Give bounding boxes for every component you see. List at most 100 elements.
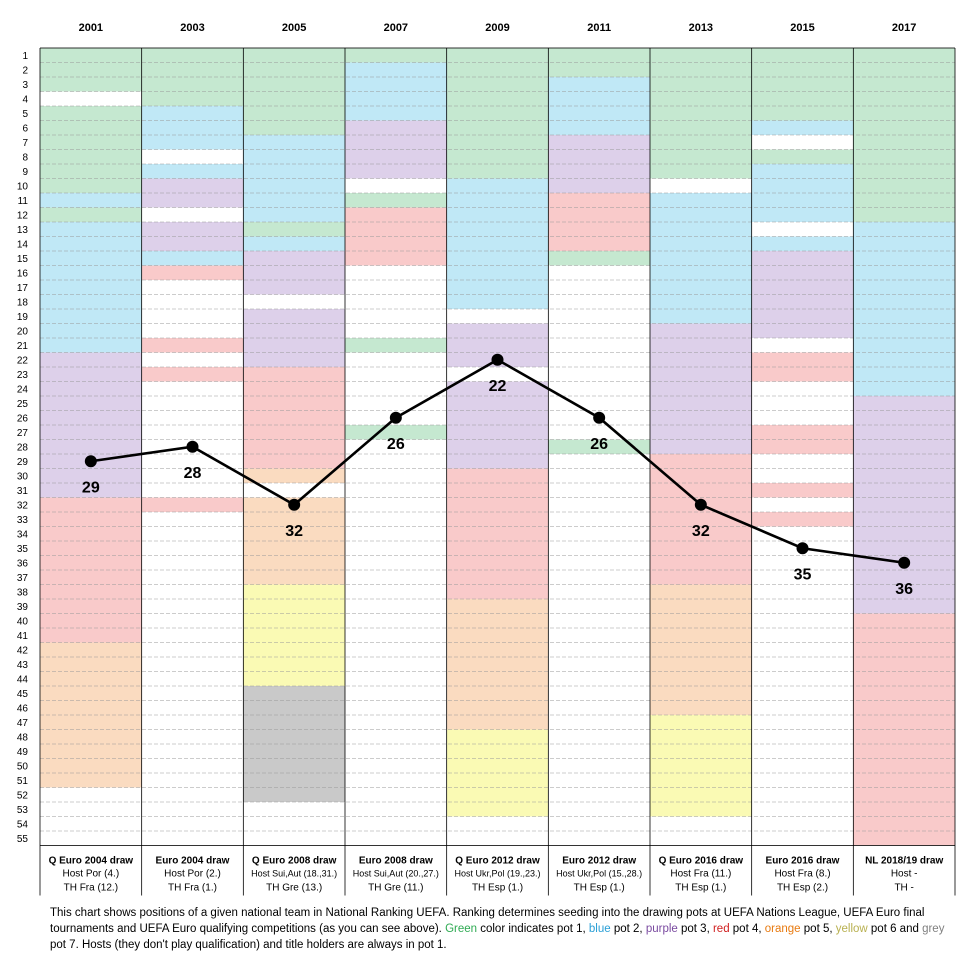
rank-tick-label: 11	[18, 196, 29, 207]
rank-tick-label: 38	[17, 587, 29, 598]
column-caption-title: Euro 2008 draw	[359, 856, 433, 867]
rank-tick-label: 14	[17, 239, 29, 250]
column-caption-title: Euro 2012 draw	[562, 856, 636, 867]
column-caption-title-holder: TH Fra (1.)	[168, 883, 217, 894]
pot-band	[751, 48, 854, 121]
column-caption-title-holder: TH Gre (13.)	[266, 883, 322, 894]
data-point-label: 26	[387, 436, 405, 453]
pot-band	[345, 178, 447, 193]
year-header: 2013	[689, 22, 713, 34]
rank-tick-label: 42	[17, 645, 29, 656]
rank-tick-label: 1	[22, 51, 28, 62]
pot-band	[650, 584, 752, 715]
rank-tick-label: 25	[17, 399, 29, 410]
pot-band	[141, 338, 244, 353]
pot-band	[345, 48, 447, 63]
caption-purple-word: purple	[645, 923, 678, 935]
caption-green-word: Green	[445, 923, 478, 935]
pot-band	[650, 178, 752, 193]
rank-tick-label: 2	[22, 65, 28, 76]
pot-band	[446, 599, 549, 730]
pot-band	[141, 265, 244, 280]
rank-tick-label: 51	[17, 776, 29, 787]
data-point-label: 28	[184, 465, 202, 482]
pot-band	[243, 483, 345, 498]
rank-tick-label: 49	[17, 747, 29, 758]
rank-tick-label: 40	[17, 616, 29, 627]
pot-band	[548, 439, 650, 454]
rank-tick-label: 34	[17, 529, 29, 540]
rank-tick-label: 17	[17, 283, 29, 294]
rank-tick-label: 5	[22, 109, 28, 120]
pot-band	[40, 222, 142, 353]
pot-band	[141, 149, 244, 164]
pot-band	[751, 497, 854, 512]
column-caption-host: Host Ukr,Pol (19.,23.)	[454, 869, 540, 879]
caption-grey-word: grey	[922, 923, 945, 935]
caption-text-7: pot 6 and	[867, 923, 923, 935]
rank-tick-label: 36	[17, 558, 29, 569]
pot-band	[40, 207, 142, 222]
rank-tick-label: 47	[17, 718, 29, 729]
column-caption-host: Host Fra (11.)	[670, 869, 731, 880]
data-point-label: 32	[692, 523, 710, 540]
pot-band	[650, 323, 752, 454]
rank-tick-label: 13	[17, 225, 29, 236]
data-point	[186, 440, 199, 453]
rank-tick-label: 20	[17, 326, 29, 337]
column-caption-title-holder: TH Esp (1.)	[472, 883, 523, 894]
pot-band	[751, 236, 854, 251]
rank-tick-label: 44	[17, 674, 29, 685]
caption-red-word: red	[712, 923, 730, 935]
pot-band	[751, 120, 854, 135]
pot-band	[141, 251, 244, 266]
data-point	[898, 556, 911, 569]
data-point	[796, 542, 809, 555]
rank-tick-label: 12	[17, 210, 29, 221]
rank-tick-label: 41	[17, 631, 29, 642]
rank-tick-label: 52	[17, 790, 29, 801]
rank-tick-label: 6	[22, 123, 28, 134]
pot-band	[141, 352, 244, 367]
rank-tick-label: 9	[22, 167, 28, 178]
caption-text-3: pot 2,	[610, 923, 646, 935]
rank-tick-label: 18	[17, 297, 29, 308]
rank-tick-label: 4	[22, 94, 28, 105]
column-caption-host: Host Por (4.)	[62, 869, 119, 880]
rank-tick-label: 7	[22, 138, 28, 149]
pot-band	[650, 715, 752, 817]
pot-band	[40, 48, 142, 92]
rank-tick-label: 30	[17, 471, 29, 482]
pot-band	[141, 497, 244, 512]
rank-tick-label: 21	[17, 341, 29, 352]
column-caption-title: Q Euro 2012 draw	[455, 856, 540, 867]
rank-tick-label: 16	[17, 268, 29, 279]
pot-band	[751, 149, 854, 164]
pot-band	[751, 222, 854, 237]
column-caption-title: Q Euro 2008 draw	[252, 856, 337, 867]
column-caption-host: Host Sui,Aut (20.,27.)	[353, 869, 439, 879]
pot-band	[141, 367, 244, 382]
caption-orange-word: orange	[764, 923, 801, 935]
caption-text-6: pot 5,	[800, 923, 836, 935]
rank-tick-label: 15	[17, 254, 29, 265]
data-point	[389, 411, 402, 424]
column-caption-title: Q Euro 2016 draw	[659, 856, 744, 867]
year-header: 2017	[892, 22, 916, 34]
pot-band	[548, 454, 650, 846]
pot-band	[243, 468, 345, 483]
column-caption-title-holder: TH Esp (1.)	[574, 883, 625, 894]
column-caption-title-holder: TH Esp (1.)	[675, 883, 726, 894]
pot-band	[141, 512, 244, 846]
pot-band	[446, 309, 549, 324]
rank-tick-label: 43	[17, 660, 29, 671]
year-header: 2003	[180, 22, 204, 34]
data-point	[288, 498, 301, 511]
data-point-label: 35	[794, 566, 812, 583]
rank-tick-label: 22	[17, 355, 29, 366]
rank-tick-label: 8	[22, 152, 28, 163]
pot-band	[345, 265, 447, 338]
pot-band	[141, 164, 244, 179]
pot-band	[345, 338, 447, 353]
